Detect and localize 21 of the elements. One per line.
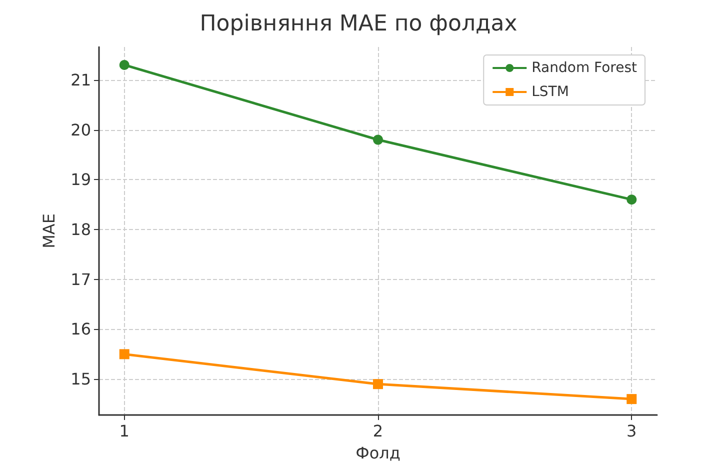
x-tick-label: 1 bbox=[119, 422, 130, 440]
legend-label: LSTM bbox=[532, 84, 569, 100]
point bbox=[119, 60, 130, 70]
chart-title: Порівняння MAE по фолдах bbox=[200, 12, 518, 36]
x-tick-label: 2 bbox=[372, 422, 384, 440]
y-tick-label: 19 bbox=[70, 170, 91, 190]
point bbox=[626, 394, 637, 404]
y-tick-label: 20 bbox=[70, 120, 91, 140]
y-tick-label: 21 bbox=[70, 70, 91, 90]
point bbox=[373, 379, 383, 390]
point bbox=[626, 194, 637, 205]
y-tick-label: 16 bbox=[70, 320, 91, 339]
point bbox=[373, 134, 383, 145]
y-tick-label: 18 bbox=[70, 220, 91, 240]
y-tick-label: 15 bbox=[70, 370, 91, 389]
x-tick-label: 3 bbox=[626, 422, 637, 440]
x-axis-title: Фолд bbox=[356, 444, 400, 462]
legend-label: Random Forest bbox=[532, 60, 638, 76]
y-tick-label: 17 bbox=[70, 270, 91, 289]
y-axis-title: MAE bbox=[40, 214, 58, 248]
point bbox=[119, 349, 130, 360]
